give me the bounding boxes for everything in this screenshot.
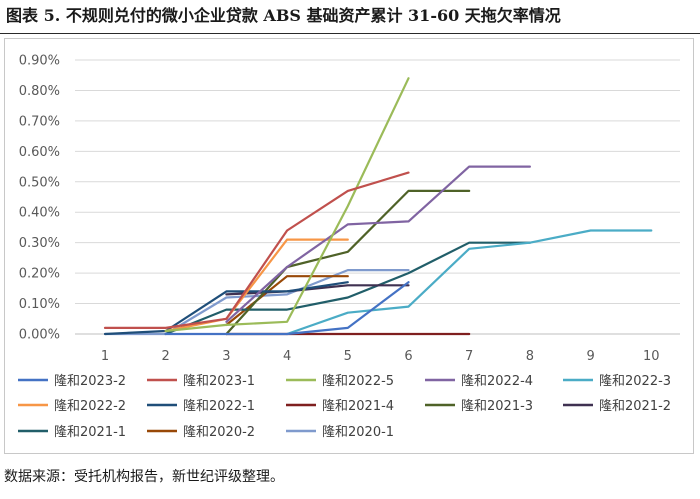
y-tick-label: 0.00% (19, 328, 60, 343)
series-line-隆和2021-3 (225, 189, 471, 336)
y-tick-label: 0.70% (19, 114, 60, 129)
series-line-隆和2020-1 (103, 269, 410, 336)
x-tick-label: 7 (465, 349, 473, 364)
figure-title: 图表 5. 不规则兑付的微小企业贷款 ABS 基础资产累计 31-60 天拖欠率… (6, 6, 561, 25)
legend-label: 隆和2023-1 (183, 374, 255, 389)
series-line-隆和2022-1 (103, 281, 349, 336)
legend-label: 隆和2021-3 (461, 399, 533, 414)
x-tick-label: 2 (162, 349, 170, 364)
legend-label: 隆和2020-2 (183, 425, 255, 440)
series-line-隆和2022-3 (286, 229, 653, 336)
y-tick-label: 0.10% (19, 297, 60, 312)
x-tick-label: 5 (344, 349, 352, 364)
series-line-隆和2023-1 (103, 171, 410, 329)
x-tick-label: 9 (586, 349, 594, 364)
y-tick-label: 0.50% (19, 175, 60, 190)
chart-frame (4, 38, 694, 454)
x-tick-label: 6 (404, 349, 412, 364)
y-tick-label: 0.30% (19, 236, 60, 251)
series-line-隆和2021-2 (225, 284, 410, 296)
x-tick-label: 8 (526, 349, 534, 364)
source-note: 数据来源：受托机构报告，新世纪评级整理。 (4, 469, 284, 485)
y-tick-label: 0.90% (19, 54, 60, 69)
series-line-隆和2022-4 (225, 165, 532, 323)
y-tick-label: 0.80% (19, 84, 60, 99)
y-tick-label: 0.20% (19, 267, 60, 282)
legend-label: 隆和2023-2 (54, 374, 126, 389)
legend-label: 隆和2021-2 (599, 399, 671, 414)
x-tick-label: 1 (101, 349, 109, 364)
legend-label: 隆和2022-4 (461, 374, 533, 389)
x-tick-label: 3 (222, 349, 230, 364)
y-tick-label: 0.40% (19, 206, 60, 221)
y-tick-label: 0.60% (19, 145, 60, 160)
x-tick-label: 10 (643, 349, 660, 364)
series-line-隆和2022-5 (164, 77, 410, 333)
x-tick-label: 4 (283, 349, 291, 364)
legend-label: 隆和2021-4 (322, 399, 394, 414)
series-line-隆和2022-2 (164, 238, 349, 333)
legend-label: 隆和2021-1 (54, 425, 126, 440)
legend-label: 隆和2022-2 (54, 399, 126, 414)
legend-label: 隆和2022-3 (599, 374, 671, 389)
series-line-隆和2023-2 (164, 281, 410, 336)
legend-label: 隆和2022-5 (322, 374, 394, 389)
legend-label: 隆和2020-1 (322, 425, 394, 440)
legend-label: 隆和2022-1 (183, 399, 255, 414)
series-line-隆和2021-1 (164, 241, 532, 336)
title-divider (0, 33, 700, 34)
